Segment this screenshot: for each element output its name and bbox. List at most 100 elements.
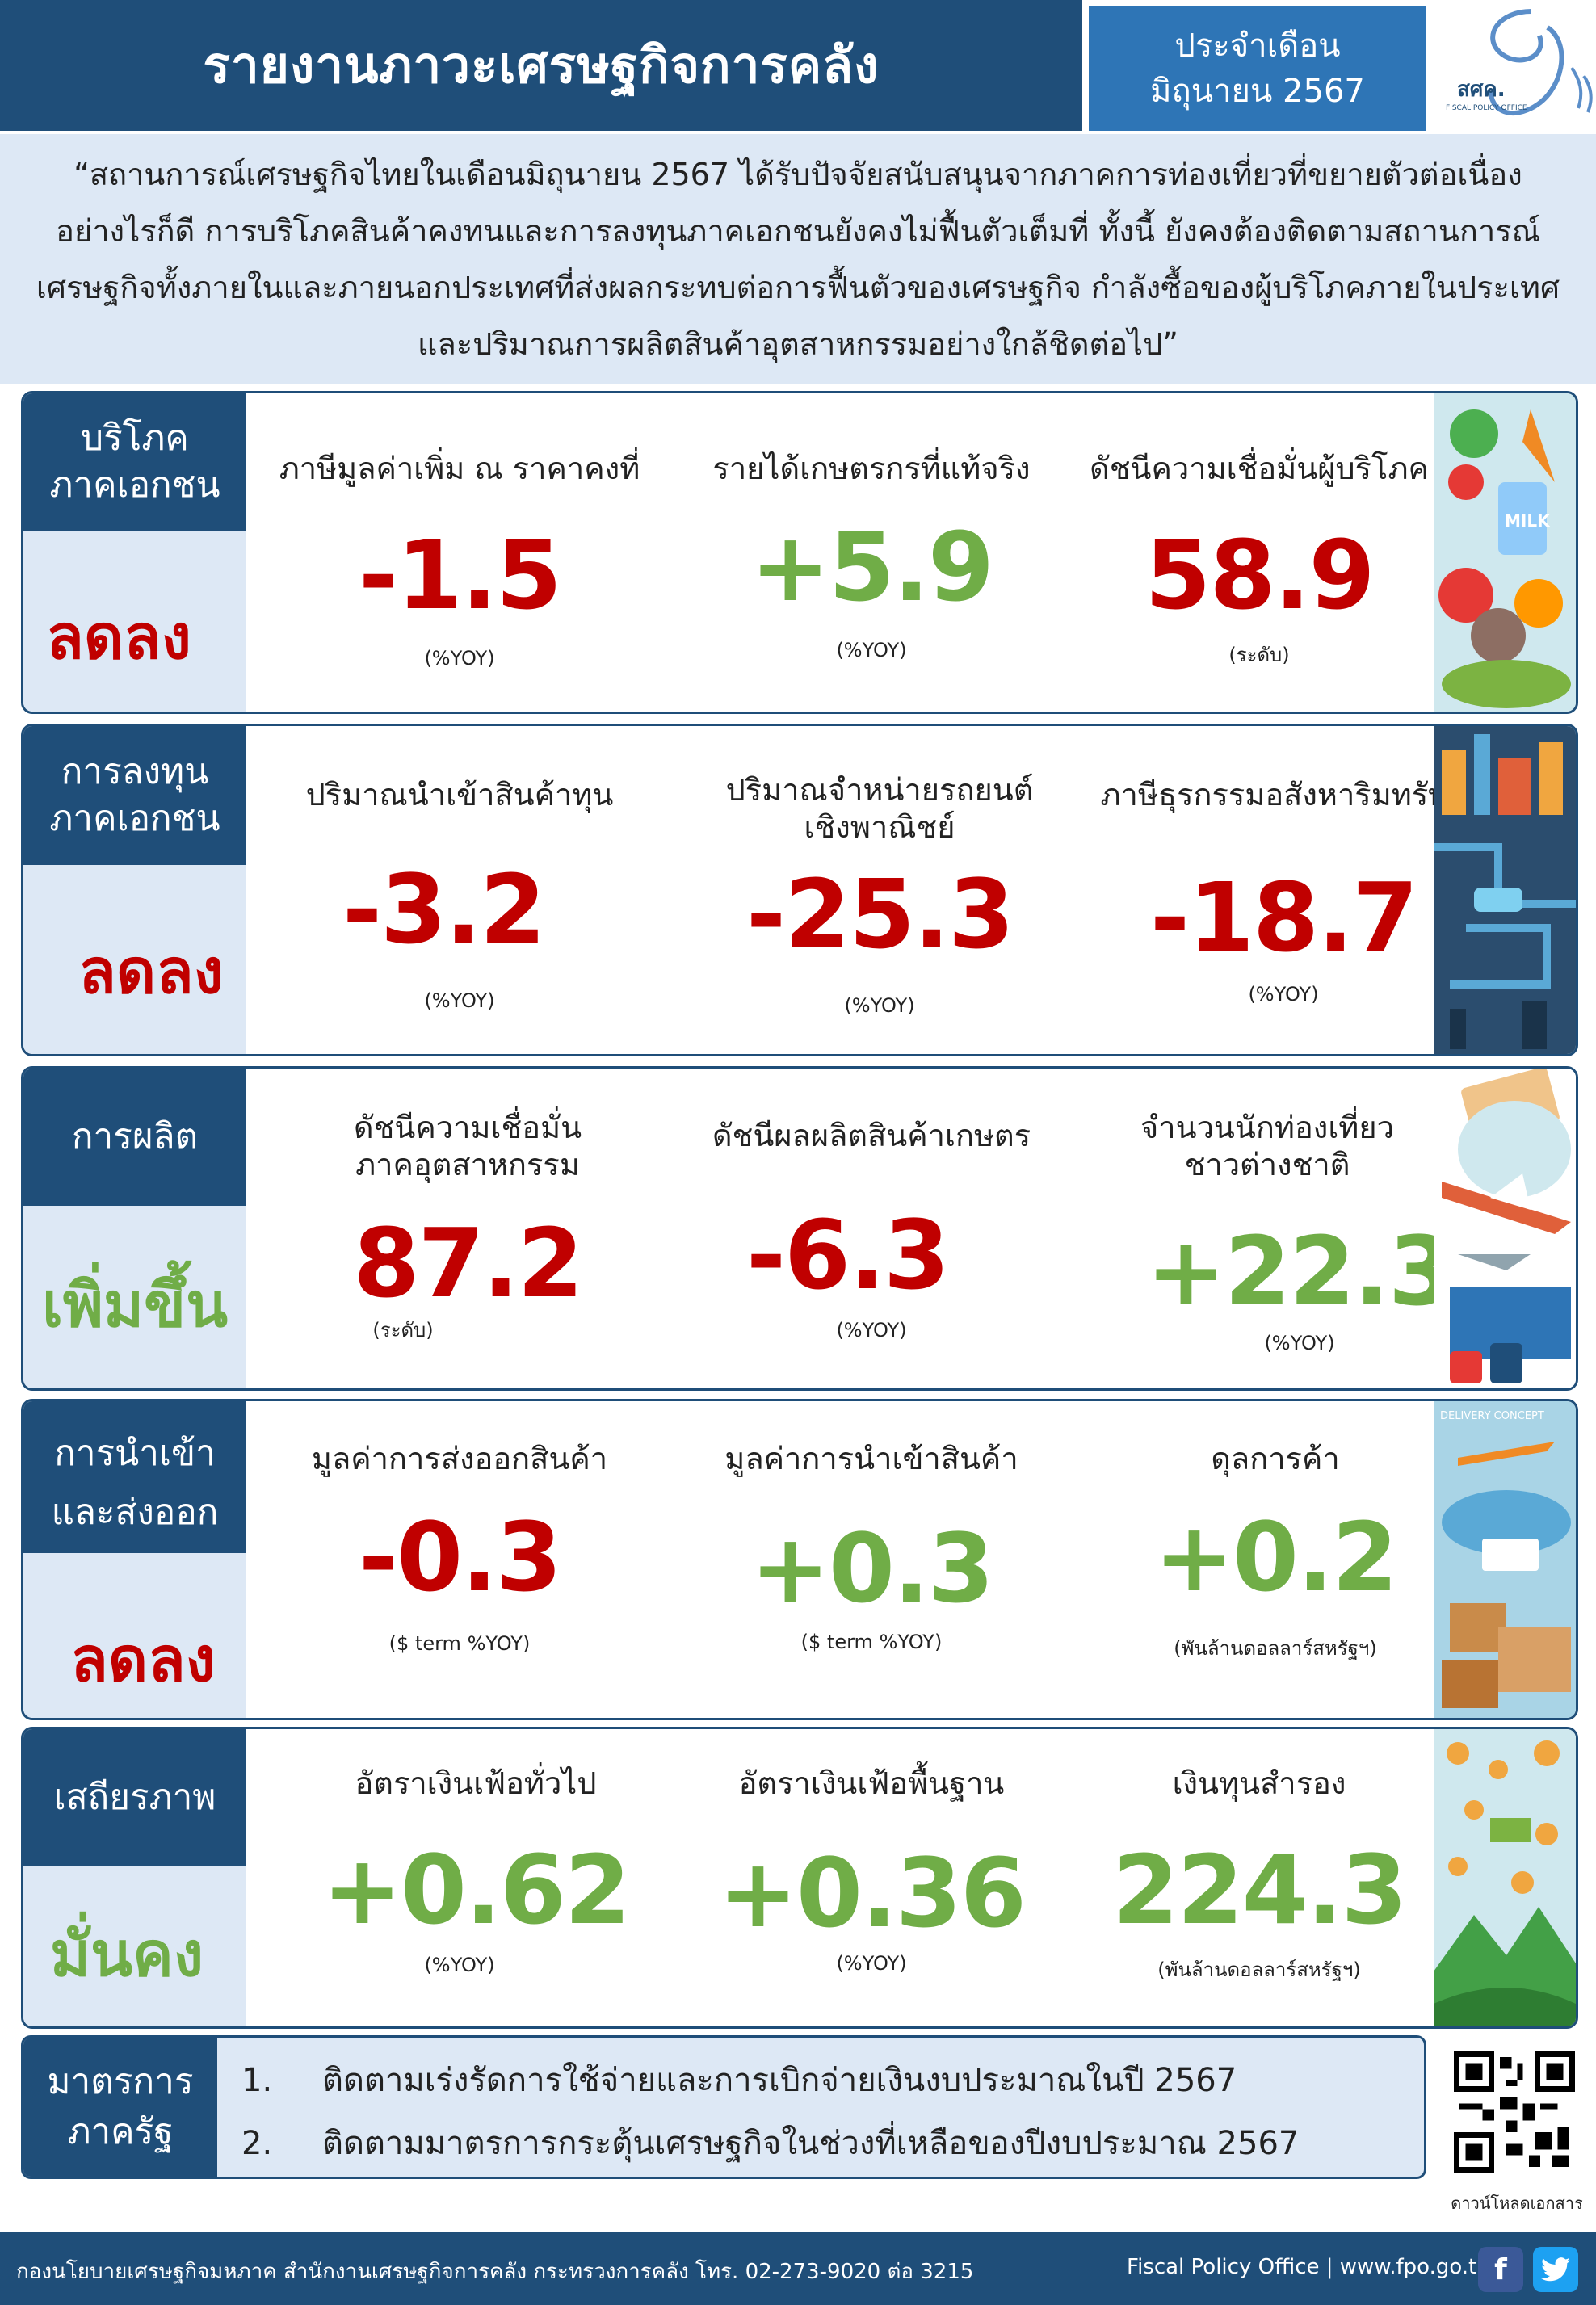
measures-label-line: ภาครัฐ [67,2111,174,2152]
svg-text:FISCAL POLICY OFFICE: FISCAL POLICY OFFICE [1446,104,1527,112]
metric-value: -1.5 [358,519,562,631]
metric-unit: (%YOY) [844,994,915,1017]
section-status: มั่นคง [23,1866,246,2026]
status-text: ลดลง [46,601,191,673]
twitter-bird-icon [1541,2257,1570,2282]
metric-title: ปริมาณนำเข้าสินค้าทุน [305,777,614,812]
metric-exports: มูลค่าการส่งออกสินค้า -0.3 ($ term %YOY) [258,1440,662,1655]
section-status: ลดลง [23,865,246,1054]
facebook-icon[interactable]: f [1478,2247,1523,2292]
delivery-icon: DELIVERY CONCEPT [1434,1401,1576,1718]
section-label: การลงทุน ภาคเอกชน [23,726,246,865]
list-item: 1. ติดตามเร่งรัดการใช้จ่ายและการเบิกจ่าย… [242,2049,1416,2112]
metric-unit: (%YOY) [836,1319,907,1341]
metric-title: มูลค่าการนำเข้าสินค้า [724,1441,1018,1476]
svg-text:DELIVERY CONCEPT: DELIVERY CONCEPT [1440,1410,1544,1422]
government-measures: มาตรการ ภาครัฐ 1. ติดตามเร่งรัดการใช้จ่า… [21,2035,1426,2179]
metric-unit: (%YOY) [1264,1332,1335,1354]
metric-vat: ภาษีมูลค่าเพิ่ม ณ ราคาคงที่ -1.5 (%YOY) [258,450,662,670]
metric-unit: (พันล้านดอลลาร์สหรัฐฯ) [1174,1637,1377,1660]
title-banner: รายงานภาวะเศรษฐกิจการคลัง [0,0,1082,131]
metric-value: 224.3 [1112,1834,1407,1946]
month-banner: ประจำเดือน มิถุนายน 2567 [1089,6,1426,131]
section-label-line: บริโภค [81,418,189,459]
metric-unit: ($ term %YOY) [388,1632,531,1655]
section-label-line: ภาคเอกชน [49,464,220,506]
metric-title: เชิงพาณิชย์ [804,809,956,845]
metric-title: ปริมาณจำหน่ายรถยนต์ [725,772,1034,808]
metric-unit: (%YOY) [836,639,907,661]
section-label: การผลิต [23,1069,246,1206]
svg-text:MILK: MILK [1505,511,1551,531]
status-text: ลดลง [78,935,224,1007]
list-item-text: ติดตามมาตรการกระตุ้นเศรษฐกิจในช่วงที่เหล… [322,2125,1300,2162]
measures-label-line: มาตรการ [47,2061,194,2102]
metric-unit: (%YOY) [424,1954,495,1976]
twitter-icon[interactable] [1533,2247,1578,2292]
section-label: บริโภค ภาคเอกชน [23,393,246,531]
groceries-icon: MILK [1434,393,1576,712]
groceries-illustration: MILK [1434,393,1576,712]
summary-line: เศรษฐกิจทั้งภายในและภายนอกประเทศที่ส่งผล… [36,270,1560,305]
list-item-number: 1. [242,2062,273,2099]
section-label: เสถียรภาพ [23,1729,246,1866]
metric-unit: (ระดับ) [1228,644,1290,666]
measures-list: 1. ติดตามเร่งรัดการใช้จ่ายและการเบิกจ่าย… [242,2049,1416,2175]
list-item-number: 2. [242,2125,273,2162]
metric-industry-confidence: ดัชนีความเชื่อมั่น ภาคอุตสาหกรรม 87.2 (ร… [266,1109,670,1346]
metric-title: ภาษีธุรกรรมอสังหาริมทรัพย์ [1100,777,1467,812]
metric-value: +0.62 [321,1834,631,1946]
month-value: มิถุนายน 2567 [1150,73,1365,110]
section-status: เพิ่มขึ้น [23,1206,246,1388]
metric-unit: ($ term %YOY) [800,1631,943,1653]
metric-foreign-tourists: จำนวนนักท่องเที่ยว ชาวต่างชาติ +22.3 (%Y… [1065,1109,1469,1354]
metric-unit: (%YOY) [424,989,495,1012]
section-label-line: การผลิต [71,1116,199,1157]
metric-value: -6.3 [746,1199,950,1311]
section-label-line: และส่งออก [51,1492,219,1533]
measures-label: มาตรการ ภาครัฐ [23,2038,217,2177]
metric-value: +0.2 [1154,1501,1398,1613]
section-label-line: เสถียรภาพ [53,1777,216,1818]
summary-line: และปริมาณการผลิตสินค้าอุตสาหกรรมอย่างใกล… [418,326,1178,362]
status-text: ลดลง [70,1623,216,1695]
metric-title: เงินทุนสำรอง [1172,1765,1346,1801]
metric-value: +0.3 [750,1513,994,1624]
section-consumption: บริโภค ภาคเอกชน ลดลง ภาษีมูลค่าเพิ่ม ณ ร… [21,391,1578,714]
metric-title: ดัชนีความเชื่อมั่นผู้บริโภค [1090,451,1429,486]
metric-title: อัตราเงินเฟ้อพื้นฐาน [738,1765,1005,1801]
qr-caption: ดาวน์โหลดเอกสาร [1451,2194,1583,2213]
fpo-logo-icon: สศค. FISCAL POLICY OFFICE [1446,9,1593,115]
section-status: ลดลง [23,1553,246,1718]
metric-value: 58.9 [1144,519,1375,631]
coins-illustration [1434,1729,1576,2026]
metric-value: +22.3 [1145,1215,1455,1327]
metric-core-inflation: อัตราเงินเฟ้อพื้นฐาน +0.36 (%YOY) [670,1765,1073,1975]
metric-farm-income: รายได้เกษตรกรที่แท้จริง +5.9 (%YOY) [670,450,1073,661]
metric-commercial-cars: ปริมาณจำหน่ายรถยนต์ เชิงพาณิชย์ -25.3 (%… [678,771,1082,1017]
metric-value: -0.3 [358,1501,562,1613]
metric-title: ดัชนีความเชื่อมั่น [353,1110,582,1145]
section-production: การผลิต เพิ่มขึ้น ดัชนีความเชื่อมั่น ภาค… [21,1066,1578,1391]
metric-unit: (%YOY) [424,647,495,670]
fpo-logo: สศค. FISCAL POLICY OFFICE [1434,3,1596,131]
metric-value: -25.3 [746,859,1014,970]
metric-title: ภาษีมูลค่าเพิ่ม ณ ราคาคงที่ [279,451,640,486]
footer-website[interactable]: Fiscal Policy Office | www.fpo.go.th [1127,2255,1490,2279]
metric-trade-balance: ดุลการค้า +0.2 (พันล้านดอลลาร์สหรัฐฯ) [1073,1440,1477,1664]
qr-code[interactable] [1454,2051,1575,2173]
svg-text:สศค.: สศค. [1457,78,1506,102]
header: รายงานภาวะเศรษฐกิจการคลัง ประจำเดือน มิถ… [0,0,1596,131]
summary-box: “สถานการณ์เศรษฐกิจไทยในเดือนมิถุนายน 256… [0,134,1596,384]
report-title: รายงานภาวะเศรษฐกิจการคลัง [203,36,880,94]
metric-value: +5.9 [750,511,994,623]
travel-illustration [1434,1069,1576,1388]
section-investment: การลงทุน ภาคเอกชน ลดลง ปริมาณนำเข้าสินค้… [21,724,1578,1056]
metric-value: -3.2 [342,854,546,965]
industry-illustration [1434,726,1576,1054]
month-label: ประจำเดือน [1174,27,1341,65]
status-text: เพิ่มขึ้น [41,1269,229,1341]
metric-title: อัตราเงินเฟ้อทั่วไป [355,1765,597,1801]
metric-title: ภาคอุตสาหกรรม [355,1147,580,1182]
metric-title: รายได้เกษตรกรที่แท้จริง [712,451,1031,486]
